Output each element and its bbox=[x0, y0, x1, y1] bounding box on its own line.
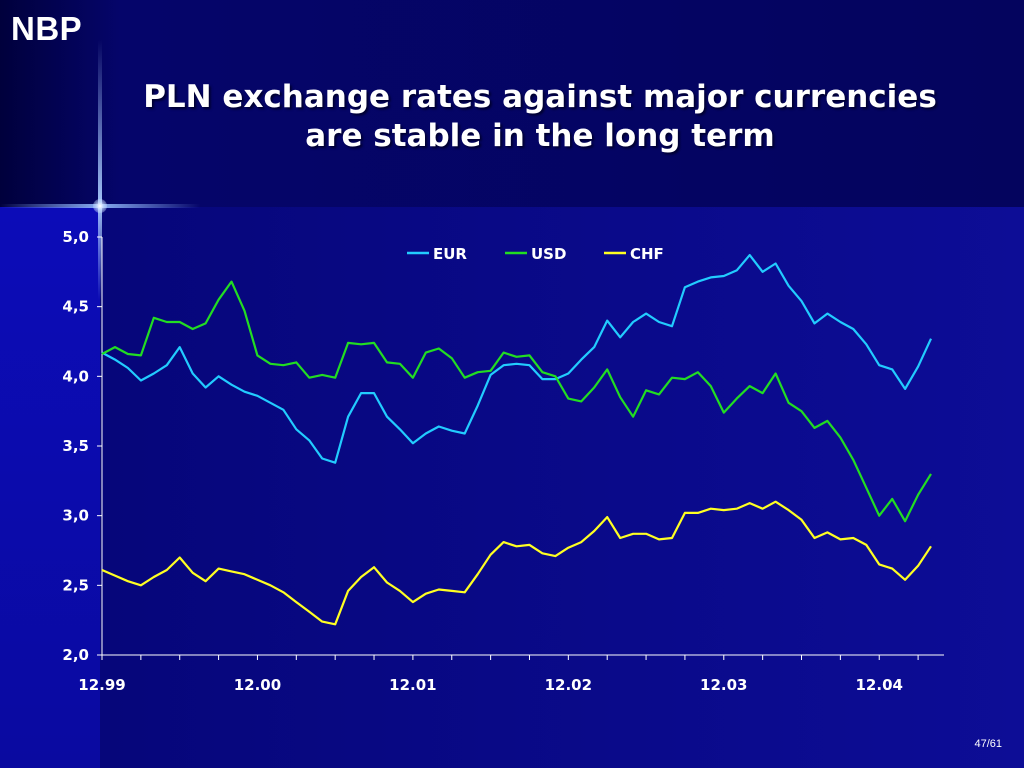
header-band bbox=[0, 0, 1024, 207]
legend-label-usd: USD bbox=[531, 245, 566, 263]
slide-title-line-1: PLN exchange rates against major currenc… bbox=[143, 79, 937, 115]
y-tick-label: 4,0 bbox=[62, 367, 89, 385]
series-line-chf bbox=[101, 500, 932, 626]
x-tick-label: 12.04 bbox=[856, 676, 903, 694]
page-number: 47/61 bbox=[974, 738, 1002, 750]
x-tick-label: 12.01 bbox=[389, 676, 436, 694]
slide-title-line-2: are stable in the long term bbox=[305, 118, 775, 154]
light-flare-core bbox=[93, 199, 107, 213]
light-flare-vertical bbox=[98, 40, 102, 300]
y-tick-label: 2,5 bbox=[62, 576, 89, 594]
y-tick-label: 3,5 bbox=[62, 437, 89, 455]
left-strip bbox=[0, 207, 100, 768]
nbp-logo: NBP bbox=[11, 10, 83, 47]
x-tick-label: 12.03 bbox=[700, 676, 747, 694]
series-line-usd bbox=[101, 280, 932, 523]
slide-title: PLN exchange rates against major currenc… bbox=[110, 78, 970, 156]
y-tick-label: 4,5 bbox=[62, 298, 89, 316]
x-tick-label: 12.00 bbox=[234, 676, 281, 694]
legend-label-eur: EUR bbox=[433, 245, 467, 263]
x-tick-label: 12.99 bbox=[78, 676, 125, 694]
x-tick-label: 12.02 bbox=[545, 676, 592, 694]
y-tick-label: 3,0 bbox=[62, 507, 89, 525]
legend-label-chf: CHF bbox=[630, 245, 664, 263]
series-line-eur bbox=[101, 254, 932, 464]
y-tick-label: 2,0 bbox=[62, 646, 89, 664]
y-tick-label: 5,0 bbox=[62, 228, 89, 246]
